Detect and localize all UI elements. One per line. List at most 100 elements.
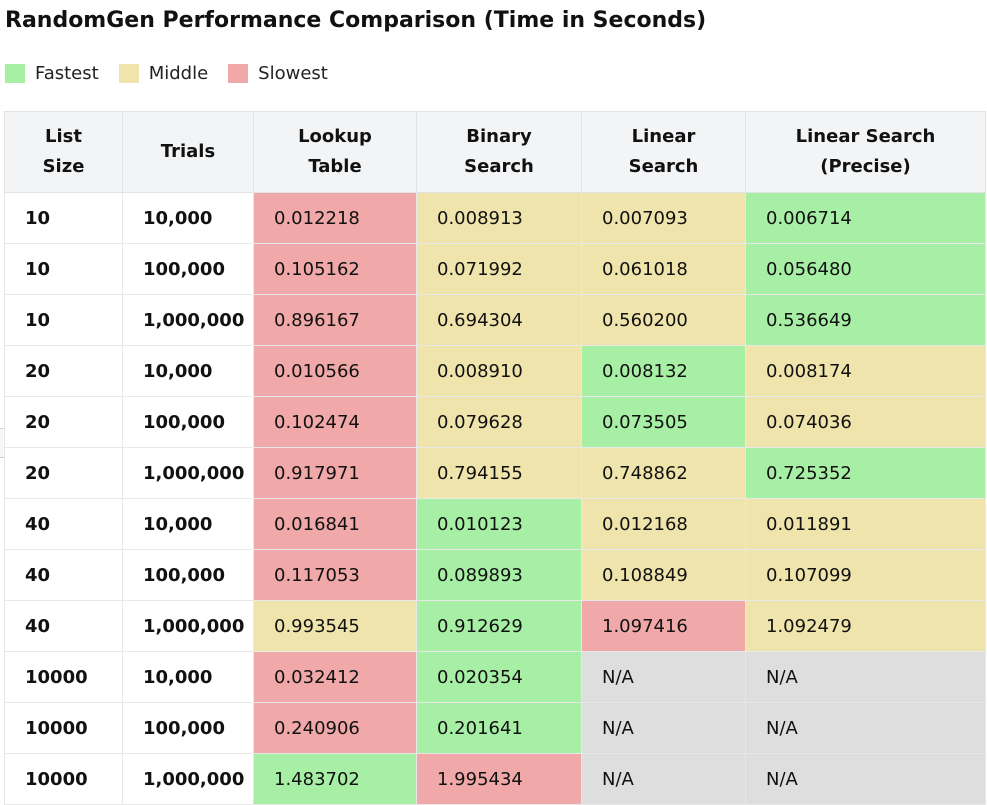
cell-list-size: 20 [4, 345, 123, 397]
cell-trials: 100,000 [122, 243, 254, 295]
legend: Fastest Middle Slowest [5, 63, 348, 84]
cell-linear-search: 0.008132 [581, 345, 746, 397]
cell-trials: 100,000 [122, 702, 254, 754]
cell-trials: 10,000 [122, 345, 254, 397]
legend-label-fastest: Fastest [35, 63, 99, 84]
cell-binary-search: 0.089893 [416, 549, 582, 601]
cell-list-size: 10 [4, 294, 123, 346]
cell-trials: 1,000,000 [122, 447, 254, 499]
header-lookup-table-line1: Lookup [298, 126, 372, 147]
cell-linear-search-precise: 0.725352 [745, 447, 986, 499]
cell-list-size: 10 [4, 243, 123, 295]
table-row: 10000 10,000 0.032412 0.020354 N/A N/A [4, 651, 986, 703]
header-list-size: List Size [4, 111, 123, 193]
cell-trials: 100,000 [122, 549, 254, 601]
cell-linear-search-precise: 0.056480 [745, 243, 986, 295]
header-lookup-table-line2: Table [308, 156, 362, 177]
table-header-row: List Size Trials Lookup Table Binary Sea… [4, 111, 986, 193]
cell-linear-search-precise: 0.074036 [745, 396, 986, 448]
header-linear-search-precise-line2: (Precise) [820, 156, 911, 177]
slowest-swatch [228, 64, 249, 83]
cell-lookup-table: 1.483702 [253, 753, 417, 805]
header-binary-search-line1: Binary [466, 126, 532, 147]
cell-trials: 10,000 [122, 192, 254, 244]
legend-label-slowest: Slowest [258, 63, 328, 84]
cell-list-size: 40 [4, 498, 123, 550]
cell-binary-search: 0.912629 [416, 600, 582, 652]
cell-binary-search: 0.201641 [416, 702, 582, 754]
table-row: 10000 100,000 0.240906 0.201641 N/A N/A [4, 702, 986, 754]
cell-linear-search: 0.748862 [581, 447, 746, 499]
cell-linear-search: 0.560200 [581, 294, 746, 346]
cell-binary-search: 0.794155 [416, 447, 582, 499]
cell-binary-search: 0.008910 [416, 345, 582, 397]
performance-table: List Size Trials Lookup Table Binary Sea… [4, 111, 986, 805]
cell-lookup-table: 0.012218 [253, 192, 417, 244]
table-row: 20 1,000,000 0.917971 0.794155 0.748862 0.725… [4, 447, 986, 499]
cell-linear-search-precise: 0.008174 [745, 345, 986, 397]
cell-binary-search: 0.079628 [416, 396, 582, 448]
header-trials: Trials [122, 111, 254, 193]
cell-linear-search: 0.073505 [581, 396, 746, 448]
cell-trials: 10,000 [122, 498, 254, 550]
table-row: 10000 1,000,000 1.483702 1.995434 N/A N/A [4, 753, 986, 805]
cell-lookup-table: 0.102474 [253, 396, 417, 448]
table-row: 40 100,000 0.117053 0.089893 0.108849 0.10709… [4, 549, 986, 601]
table-row: 10 100,000 0.105162 0.071992 0.061018 0.05648… [4, 243, 986, 295]
cell-binary-search: 0.694304 [416, 294, 582, 346]
cell-linear-search: 0.108849 [581, 549, 746, 601]
cell-linear-search-precise: 0.006714 [745, 192, 986, 244]
cell-linear-search-precise: N/A [745, 753, 986, 805]
cell-linear-search-precise: 0.011891 [745, 498, 986, 550]
middle-swatch [118, 64, 139, 83]
header-linear-search-precise-line1: Linear Search [795, 126, 936, 147]
page-title: RandomGen Performance Comparison (Time i… [5, 8, 707, 33]
cell-list-size: 20 [4, 447, 123, 499]
cell-binary-search: 0.071992 [416, 243, 582, 295]
cell-list-size: 40 [4, 600, 123, 652]
table-row: 20 10,000 0.010566 0.008910 0.008132 0.008174 [4, 345, 986, 397]
cell-linear-search: N/A [581, 702, 746, 754]
cell-binary-search: 0.020354 [416, 651, 582, 703]
cell-linear-search-precise: 1.092479 [745, 600, 986, 652]
cell-lookup-table: 0.117053 [253, 549, 417, 601]
cell-trials: 10,000 [122, 651, 254, 703]
cell-binary-search: 0.010123 [416, 498, 582, 550]
table-row: 10 10,000 0.012218 0.008913 0.007093 0.006714 [4, 192, 986, 244]
cell-trials: 1,000,000 [122, 753, 254, 805]
cell-lookup-table: 0.917971 [253, 447, 417, 499]
header-linear-search: Linear Search [581, 111, 746, 193]
cell-trials: 100,000 [122, 396, 254, 448]
cell-linear-search: N/A [581, 753, 746, 805]
cell-linear-search-precise: N/A [745, 651, 986, 703]
legend-item-fastest: Fastest [5, 63, 99, 84]
cell-lookup-table: 0.993545 [253, 600, 417, 652]
cell-linear-search-precise: 0.536649 [745, 294, 986, 346]
cell-list-size: 10000 [4, 651, 123, 703]
cell-linear-search: 1.097416 [581, 600, 746, 652]
cell-lookup-table: 0.105162 [253, 243, 417, 295]
cell-lookup-table: 0.240906 [253, 702, 417, 754]
fastest-swatch [5, 64, 25, 83]
header-linear-search-line1: Linear [631, 126, 696, 147]
cell-linear-search: N/A [581, 651, 746, 703]
cell-linear-search: 0.012168 [581, 498, 746, 550]
table-row: 40 10,000 0.016841 0.010123 0.012168 0.011891 [4, 498, 986, 550]
header-trials-label: Trials [160, 141, 216, 162]
header-lookup-table: Lookup Table [253, 111, 417, 193]
table-row: 20 100,000 0.102474 0.079628 0.073505 0.07403… [4, 396, 986, 448]
header-list-size-line1: List [45, 126, 82, 147]
cell-binary-search: 1.995434 [416, 753, 582, 805]
cell-lookup-table: 0.010566 [253, 345, 417, 397]
header-list-size-line2: Size [42, 156, 85, 177]
cell-lookup-table: 0.032412 [253, 651, 417, 703]
cell-linear-search: 0.007093 [581, 192, 746, 244]
legend-item-middle: Middle [118, 63, 208, 84]
cell-lookup-table: 0.896167 [253, 294, 417, 346]
header-binary-search: Binary Search [416, 111, 582, 193]
cell-list-size: 10000 [4, 753, 123, 805]
cell-trials: 1,000,000 [122, 294, 254, 346]
cell-trials: 1,000,000 [122, 600, 254, 652]
cell-lookup-table: 0.016841 [253, 498, 417, 550]
header-linear-search-line2: Search [628, 156, 699, 177]
